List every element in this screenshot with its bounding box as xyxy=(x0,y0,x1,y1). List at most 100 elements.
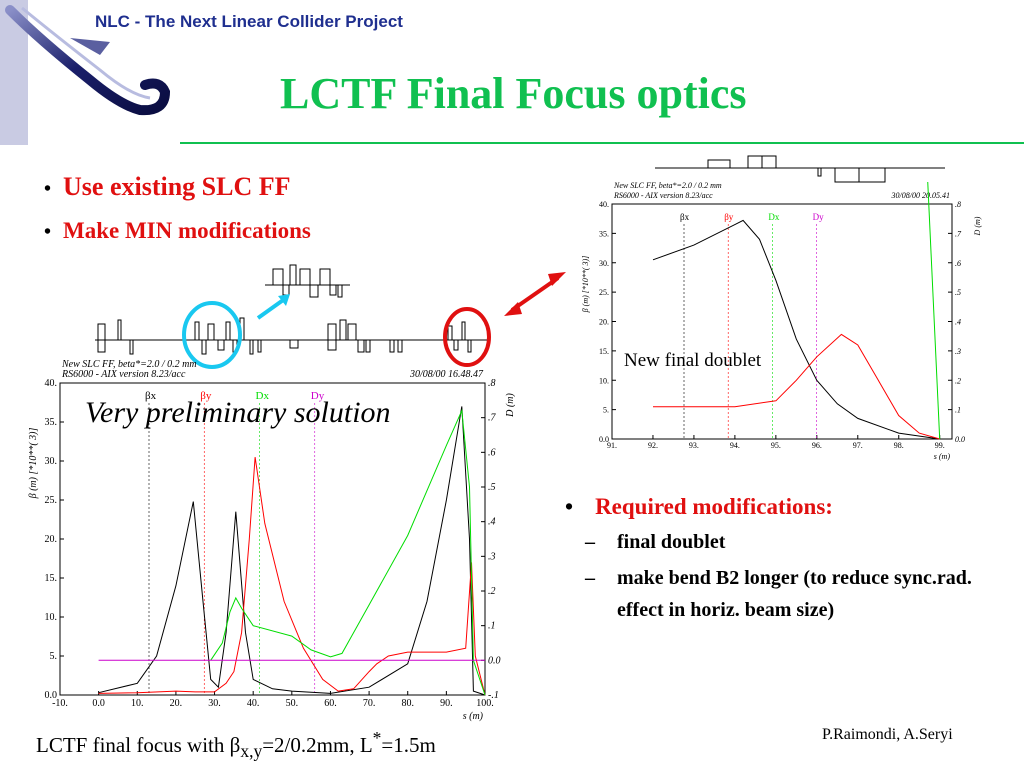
x-tick-label: 91. xyxy=(607,441,617,450)
bullet-min-mods: • Make MIN modifications xyxy=(44,218,311,243)
project-title: NLC - The Next Linear Collider Project xyxy=(95,12,403,31)
legend-entry: Dy xyxy=(813,212,824,222)
chart-header-line: RS6000 - AIX version 8.23/acc xyxy=(61,369,186,380)
x-tick-label: 20. xyxy=(170,698,183,709)
y-tick-label: 10. xyxy=(45,612,58,623)
y-tick-label: 20. xyxy=(45,534,58,545)
y-tick-right-label: .5 xyxy=(955,288,961,297)
y-tick-label: 5. xyxy=(603,406,609,415)
x-tick-label: 100. xyxy=(476,698,494,709)
y-tick-label: 35. xyxy=(45,417,58,428)
new-doublet-label: New final doublet xyxy=(624,350,762,371)
y-tick-label: 40. xyxy=(599,200,609,209)
chart-header-line: New SLC FF, beta*=2.0 / 0.2 mm xyxy=(613,182,722,190)
cyan-highlight-ring xyxy=(182,301,242,369)
bullet-text: Use existing SLC FF xyxy=(63,172,291,201)
caption-end: =1.5m xyxy=(381,733,436,757)
x-tick-label: 99. xyxy=(935,441,945,450)
bullet-text: Make MIN modifications xyxy=(63,218,311,243)
heading-text: Required modifications: xyxy=(595,494,833,519)
mod-text: final doublet xyxy=(617,531,726,553)
x-tick-label: 80. xyxy=(401,698,414,709)
y-tick-right-label: .1 xyxy=(488,621,496,632)
y-tick-right-label: -.1 xyxy=(488,690,499,701)
legend-entry: Dy xyxy=(311,390,325,402)
x-axis-label: s (m) xyxy=(934,452,951,461)
x-tick-label: 30. xyxy=(208,698,221,709)
y-tick-label: 10. xyxy=(599,376,609,385)
y-tick-right-label: .1 xyxy=(955,406,961,415)
legend-entry: βy xyxy=(724,212,734,222)
y-tick-label: 30. xyxy=(599,259,609,268)
preliminary-note: Very preliminary solution xyxy=(85,396,391,429)
beamline-lattice xyxy=(95,264,491,369)
x-tick-label: 10. xyxy=(131,698,144,709)
chart-header-line: RS6000 - AIX version 8.23/acc xyxy=(613,191,713,200)
x-tick-label: 93. xyxy=(689,441,699,450)
link-arrow-icon xyxy=(504,272,566,316)
x-tick-label: 60. xyxy=(324,698,337,709)
x-axis-label: s (m) xyxy=(463,711,484,722)
y-axis-label: β (m) [*10**( 3)] xyxy=(28,427,39,499)
y-tick-label: 40. xyxy=(45,378,58,389)
y-tick-label: 35. xyxy=(599,229,609,238)
caption-sup: * xyxy=(372,728,382,748)
y-axis-label: β (m) [*10**( 3)] xyxy=(581,256,590,314)
x-tick-label: 94. xyxy=(730,441,740,450)
series-line-βy xyxy=(653,333,940,440)
legend-entry: βy xyxy=(200,390,212,402)
mod-item-final-doublet: – final doublet xyxy=(585,531,726,553)
series-line-Dx xyxy=(927,182,941,440)
x-tick-label: 98. xyxy=(894,441,904,450)
y-tick-right-label: .3 xyxy=(488,551,496,562)
x-tick-label: 92. xyxy=(648,441,658,450)
y-tick-right-label: .2 xyxy=(488,586,496,597)
x-tick-label: 96. xyxy=(812,441,822,450)
plot-frame xyxy=(611,203,953,440)
x-tick-label: 97. xyxy=(853,441,863,450)
final-doublet-lattice xyxy=(655,155,945,183)
chart-header-line: New SLC FF, beta*=2.0 / 0.2 mm xyxy=(61,359,197,370)
caption-prefix: LCTF final focus with xyxy=(36,733,230,757)
y-tick-label: 25. xyxy=(45,495,58,506)
legend-entry: Dx xyxy=(256,390,270,402)
required-modifications: • Required modifications: – final doublet … xyxy=(565,494,1005,626)
series-line-βy xyxy=(98,457,486,696)
red-highlight-ring xyxy=(443,307,491,367)
series-line-βx xyxy=(652,219,940,440)
figure-caption: LCTF final focus with βx,y=2/0.2mm, L*=1… xyxy=(36,728,436,762)
y-tick-label: 30. xyxy=(45,456,58,467)
y-tick-right-label: 0.0 xyxy=(488,655,501,666)
y-tick-right-label: .6 xyxy=(955,259,961,268)
y-tick-label: 20. xyxy=(599,318,609,327)
x-tick-label: 40. xyxy=(247,698,260,709)
y-axis-right-label: D (m) xyxy=(505,393,515,418)
caption-mid: =2/0.2mm, L xyxy=(262,733,373,757)
y-tick-label: 15. xyxy=(45,573,58,584)
y-axis-right-label: D (m) xyxy=(973,216,982,236)
y-tick-right-label: .7 xyxy=(955,229,962,238)
y-tick-right-label: .8 xyxy=(955,200,961,209)
series-line-βx xyxy=(98,406,486,696)
caption-sub: x,y xyxy=(240,741,263,762)
y-tick-right-label: .8 xyxy=(488,378,496,389)
y-tick-label: 15. xyxy=(599,347,609,356)
y-tick-label: 5. xyxy=(50,651,58,662)
x-tick-label: 90. xyxy=(440,698,453,709)
mod-item-bend-b2: – make bend B2 longer (to reduce sync.rad… xyxy=(585,567,972,621)
chart-header-date: 30/08/00 16.48.47 xyxy=(409,369,484,380)
y-tick-label: 0.0 xyxy=(599,435,609,444)
chart-header-date: 30/08/00 20.05.41 xyxy=(891,191,950,200)
y-tick-right-label: .4 xyxy=(955,318,961,327)
y-tick-right-label: .3 xyxy=(955,347,961,356)
required-mods-heading: • Required modifications: xyxy=(565,494,833,519)
y-tick-right-label: 0.0 xyxy=(955,435,965,444)
nlc-logo-icon xyxy=(5,5,171,116)
y-tick-right-label: .7 xyxy=(488,413,497,424)
y-tick-right-label: .6 xyxy=(488,447,496,458)
y-tick-right-label: .5 xyxy=(488,482,496,493)
caption-beta: β xyxy=(229,733,241,757)
x-tick-label: 50. xyxy=(286,698,299,709)
legend-entry: βx xyxy=(145,390,157,402)
